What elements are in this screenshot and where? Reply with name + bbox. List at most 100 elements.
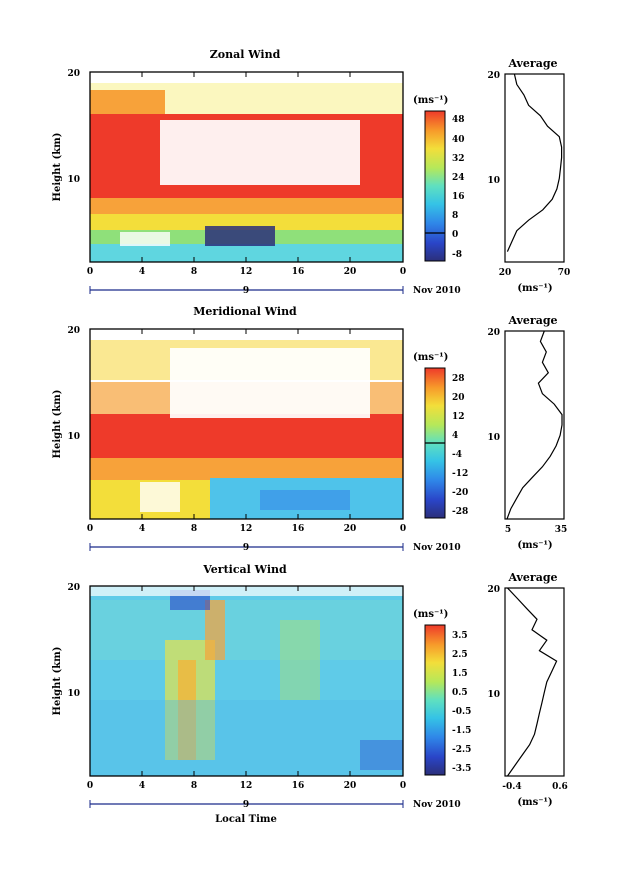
chart-title: Vertical Wind	[202, 563, 287, 576]
y-tick-label: 20	[67, 69, 80, 79]
average-x-label: (ms⁻¹)	[517, 540, 552, 551]
colorbar-tick: -20	[452, 488, 468, 498]
x-tick-label: 4	[139, 267, 145, 277]
day-axis	[89, 800, 404, 808]
colorbar-unit: (ms⁻¹)	[413, 352, 448, 363]
x-ticks	[89, 329, 404, 519]
chart-title: Zonal Wind	[210, 48, 281, 61]
date-label: Nov 2010	[413, 543, 461, 553]
heatmap-field	[90, 586, 403, 776]
average-y-tick: 20	[487, 585, 500, 595]
colorbar-tick: 0.5	[452, 688, 468, 698]
panel-meridional: Meridional Wind	[52, 305, 567, 553]
y-axis-label: Height (km)	[52, 133, 63, 202]
average-x-tick: 35	[555, 525, 568, 535]
colorbar-tick: 8	[452, 211, 458, 221]
panel-vertical: Vertical Wind	[52, 563, 568, 825]
x-tick-label: 8	[191, 267, 197, 277]
colorbar-tick: -4	[452, 450, 462, 460]
x-tick-label: 12	[240, 524, 253, 534]
day-label: 9	[243, 543, 249, 553]
colorbar-tick: -12	[452, 469, 468, 479]
average-x-tick: -0.4	[502, 782, 521, 792]
colorbar-tick: 48	[452, 115, 465, 125]
colorbar-tick: -2.5	[452, 745, 471, 755]
x-ticks	[89, 72, 404, 262]
x-tick-label: 0	[400, 524, 406, 534]
x-tick-label: 0	[400, 267, 406, 277]
colorbar	[424, 624, 446, 776]
colorbar-tick: 32	[452, 154, 465, 164]
colorbar-tick: 40	[452, 135, 465, 145]
colorbar-tick: -28	[452, 507, 468, 517]
day-label: 9	[243, 800, 249, 810]
x-tick-label: 12	[240, 267, 253, 277]
average-x-tick: 70	[558, 268, 571, 278]
x-tick-label: 20	[344, 524, 357, 534]
y-tick-label: 20	[67, 583, 80, 593]
colorbar-tick: 24	[452, 173, 465, 183]
average-title: Average	[507, 314, 557, 327]
x-tick-label: 0	[87, 781, 93, 791]
colorbar-tick: 20	[452, 393, 465, 403]
date-label: Nov 2010	[413, 800, 461, 810]
y-axis-label: Height (km)	[52, 390, 63, 459]
colorbar-tick: -3.5	[452, 764, 471, 774]
colorbar-tick: 4	[452, 431, 458, 441]
average-x-tick: 0.6	[552, 782, 568, 792]
average-y-tick: 10	[487, 690, 500, 700]
x-tick-label: 16	[292, 781, 305, 791]
average-title: Average	[507, 571, 557, 584]
chart-title: Meridional Wind	[193, 305, 297, 318]
colorbar-tick: 3.5	[452, 631, 468, 641]
average-x-label: (ms⁻¹)	[517, 283, 552, 294]
x-tick-label: 20	[344, 267, 357, 277]
y-tick-label: 10	[67, 432, 80, 442]
x-tick-label: 12	[240, 781, 253, 791]
average-title: Average	[507, 57, 557, 70]
x-tick-label: 16	[292, 267, 305, 277]
x-tick-label: 8	[191, 524, 197, 534]
average-x-tick: 20	[499, 268, 512, 278]
colorbar-unit: (ms⁻¹)	[413, 95, 448, 106]
y-tick-label: 10	[67, 175, 80, 185]
x-tick-label: 0	[400, 781, 406, 791]
average-frame	[504, 330, 565, 520]
colorbar	[424, 110, 446, 262]
day-axis	[89, 286, 404, 294]
heatmap-field	[90, 329, 403, 519]
colorbar-tick: 16	[452, 192, 465, 202]
average-y-tick: 10	[487, 176, 500, 186]
colorbar-tick: 1.5	[452, 669, 468, 679]
x-tick-label: 0	[87, 267, 93, 277]
x-ticks	[89, 586, 404, 776]
average-y-tick: 20	[487, 328, 500, 338]
average-y-tick: 10	[487, 433, 500, 443]
colorbar-tick: -8	[452, 250, 462, 260]
day-label: 9	[243, 286, 249, 296]
x-tick-label: 8	[191, 781, 197, 791]
y-tick-label: 10	[67, 689, 80, 699]
day-axis	[89, 543, 404, 551]
average-frame	[504, 587, 565, 777]
y-tick-label: 20	[67, 326, 80, 336]
x-axis-label: Local Time	[215, 814, 277, 825]
x-tick-label: 20	[344, 781, 357, 791]
x-tick-label: 0	[87, 524, 93, 534]
average-x-tick: 5	[505, 525, 511, 535]
colorbar-tick: 28	[452, 374, 465, 384]
colorbar-tick: -0.5	[452, 707, 471, 717]
colorbar-unit: (ms⁻¹)	[413, 609, 448, 620]
x-tick-label: 16	[292, 524, 305, 534]
heatmap-field	[90, 72, 403, 262]
average-x-label: (ms⁻¹)	[517, 797, 552, 808]
average-profile-line	[506, 330, 563, 520]
average-profile-line	[507, 587, 558, 777]
x-tick-label: 4	[139, 524, 145, 534]
y-axis-label: Height (km)	[52, 647, 63, 716]
average-profile-line	[506, 73, 563, 252]
colorbar-tick: 2.5	[452, 650, 468, 660]
colorbar-tick: -1.5	[452, 726, 471, 736]
x-tick-label: 4	[139, 781, 145, 791]
